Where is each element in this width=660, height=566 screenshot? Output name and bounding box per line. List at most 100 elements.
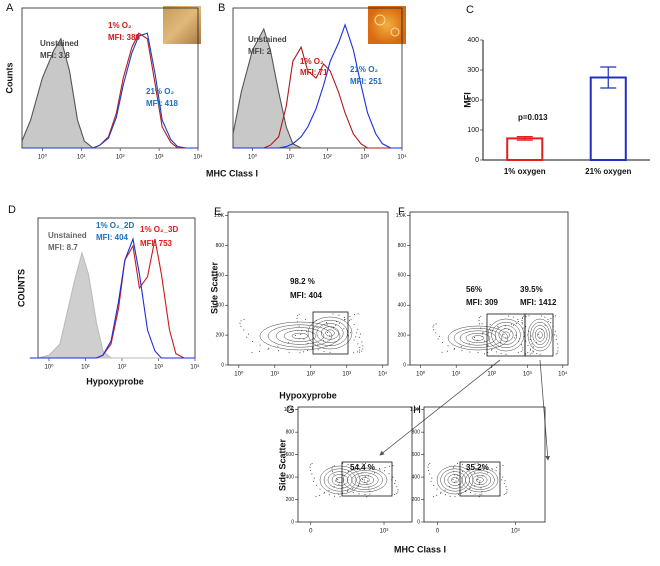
- event-dot: [359, 351, 361, 353]
- annotation: p=0.013: [518, 113, 548, 122]
- y-tick-label: 400: [467, 37, 479, 44]
- event-dot: [527, 352, 529, 354]
- histogram-line: [233, 45, 402, 149]
- event-dot: [505, 337, 507, 339]
- event-dot: [357, 343, 359, 345]
- event-dot: [287, 342, 289, 344]
- event-dot: [491, 469, 493, 471]
- event-dot: [323, 351, 325, 353]
- event-dot: [535, 342, 537, 344]
- event-dot: [346, 490, 348, 492]
- x-tick-label: 10³: [380, 529, 389, 535]
- x-tick-label: 10⁰: [416, 371, 426, 378]
- event-dot: [240, 320, 242, 322]
- event-dot: [529, 353, 531, 355]
- event-dot: [460, 346, 462, 348]
- event-dot: [447, 350, 449, 352]
- event-dot: [299, 352, 301, 354]
- plot-frame: [227, 211, 389, 366]
- event-dot: [512, 316, 514, 318]
- histogram-area: [29, 251, 195, 359]
- micrograph: [368, 6, 406, 44]
- event-dot: [297, 315, 299, 317]
- event-dot: [315, 319, 317, 321]
- event-dot: [384, 467, 386, 469]
- event-dot: [248, 333, 250, 335]
- event-dot: [513, 337, 515, 339]
- contour: [259, 321, 341, 351]
- x-tick-label: 10⁰: [248, 154, 258, 161]
- histogram-line: [29, 236, 195, 359]
- event-dot: [461, 350, 463, 352]
- annotation: 39.5%: [520, 285, 543, 294]
- event-dot: [444, 494, 446, 496]
- event-dot: [476, 339, 478, 341]
- event-dot: [481, 490, 483, 492]
- gate: [312, 311, 349, 355]
- contour: [498, 328, 514, 342]
- event-dot: [338, 493, 340, 495]
- event-dot: [435, 323, 437, 325]
- annotation: MFI: 251: [350, 77, 383, 86]
- y-tick-label: 400: [286, 474, 295, 480]
- event-dot: [357, 328, 359, 330]
- event-dot: [517, 318, 519, 320]
- contour: [491, 321, 521, 349]
- contour: [530, 321, 550, 349]
- x-tick-label: 10²: [323, 155, 332, 161]
- event-dot: [550, 318, 552, 320]
- y-tick-label: 1.0K: [396, 213, 407, 219]
- event-dot: [544, 324, 546, 326]
- event-dot: [331, 468, 333, 470]
- annotation: 21% O₂: [350, 65, 378, 74]
- y-tick-label: 800: [216, 243, 225, 249]
- panel-label: B: [218, 2, 225, 14]
- event-dot: [367, 480, 369, 482]
- event-dot: [502, 476, 504, 478]
- event-dot: [364, 481, 366, 483]
- event-dot: [550, 322, 552, 324]
- event-dot: [359, 349, 361, 351]
- event-dot: [332, 471, 334, 473]
- event-dot: [373, 472, 375, 474]
- arrow: [379, 359, 501, 456]
- panel-label: F: [398, 206, 405, 218]
- event-dot: [556, 335, 558, 337]
- event-dot: [396, 493, 398, 495]
- event-dot: [469, 492, 471, 494]
- event-dot: [541, 315, 543, 317]
- histogram-line: [22, 32, 198, 149]
- event-dot: [342, 462, 344, 464]
- annotation: MFI: 3.8: [40, 51, 70, 60]
- contour: [472, 474, 488, 486]
- event-dot: [353, 467, 355, 469]
- event-dot: [554, 330, 556, 332]
- y-tick-label: 400: [216, 303, 225, 309]
- event-dot: [474, 485, 476, 487]
- y-axis-label: MFI: [462, 92, 472, 108]
- event-dot: [501, 479, 503, 481]
- contour: [453, 328, 503, 348]
- x-tick-label: 10⁰: [234, 371, 244, 378]
- event-dot: [335, 324, 337, 326]
- x-axis-label: Hypoxyprobe: [86, 376, 144, 386]
- event-dot: [300, 333, 302, 335]
- error-bar: [516, 136, 533, 141]
- x-tick-label: 10¹: [81, 365, 90, 371]
- event-dot: [525, 316, 527, 318]
- event-dot: [397, 489, 399, 491]
- annotation: Unstained: [248, 35, 287, 44]
- contour: [461, 467, 499, 493]
- event-dot: [353, 324, 355, 326]
- annotation: 1% O₂_2D: [96, 221, 134, 230]
- annotation: MFI: 1412: [520, 298, 557, 307]
- event-dot: [497, 327, 499, 329]
- contour: [291, 332, 309, 340]
- event-dot: [474, 463, 476, 465]
- y-tick-label: 200: [398, 332, 407, 338]
- event-dot: [491, 467, 493, 469]
- contour: [342, 467, 388, 493]
- event-dot: [338, 484, 340, 486]
- contour: [312, 319, 348, 347]
